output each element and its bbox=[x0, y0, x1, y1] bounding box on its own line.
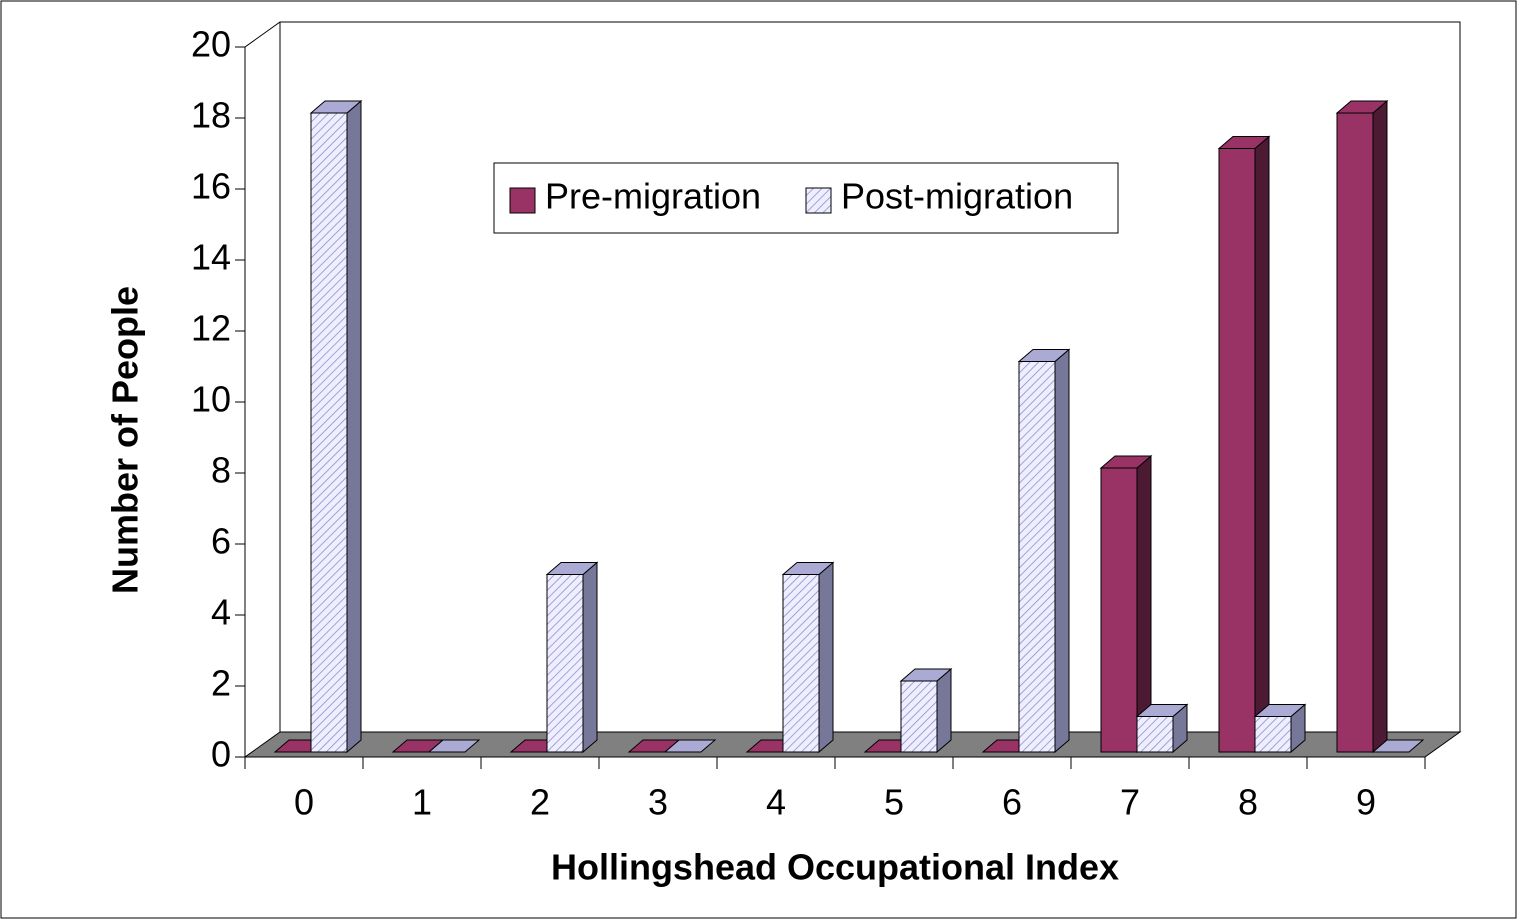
bar bbox=[310, 112, 348, 753]
bar-side bbox=[582, 561, 598, 754]
back-wall bbox=[244, 21, 1461, 732]
y-tick-label: 6 bbox=[211, 521, 231, 562]
bar-top bbox=[1135, 704, 1189, 717]
bar-top bbox=[1253, 704, 1307, 717]
y-tick-label: 4 bbox=[211, 592, 231, 633]
bar-top bbox=[1335, 100, 1389, 114]
legend-swatch bbox=[509, 187, 536, 214]
bar-top bbox=[663, 739, 717, 753]
x-tick-label: 3 bbox=[648, 782, 668, 823]
bar bbox=[1136, 716, 1174, 753]
bar-side bbox=[1254, 135, 1270, 754]
bar-top bbox=[899, 668, 953, 682]
y-axis-title: Number of People bbox=[105, 286, 146, 594]
x-tick-label: 5 bbox=[884, 782, 904, 823]
bar bbox=[1218, 148, 1256, 753]
y-tick-label: 2 bbox=[211, 663, 231, 704]
x-tick-label: 0 bbox=[294, 782, 314, 823]
x-tick-label: 7 bbox=[1120, 782, 1140, 823]
bar-top bbox=[309, 100, 363, 114]
bar-top bbox=[1017, 349, 1071, 362]
y-tick-label: 10 bbox=[191, 379, 231, 420]
legend-label: Pre-migration bbox=[545, 176, 761, 217]
x-axis-title: Hollingshead Occupational Index bbox=[551, 847, 1119, 888]
bar-side bbox=[818, 561, 834, 754]
bar bbox=[1336, 112, 1374, 753]
x-tick-label: 4 bbox=[766, 782, 786, 823]
bar-top bbox=[545, 562, 599, 575]
y-tick-label: 14 bbox=[191, 237, 231, 278]
bar-top bbox=[781, 562, 835, 575]
bar-side bbox=[1054, 348, 1070, 754]
bar-top bbox=[1371, 739, 1425, 753]
bar bbox=[900, 680, 938, 753]
x-tick-label: 6 bbox=[1002, 782, 1022, 823]
y-tick-label: 0 bbox=[211, 734, 231, 775]
bar bbox=[1254, 716, 1292, 753]
x-tick-label: 2 bbox=[530, 782, 550, 823]
legend-swatch bbox=[805, 187, 832, 214]
bar-side bbox=[1372, 99, 1388, 754]
bar-side bbox=[936, 667, 952, 754]
bar-top bbox=[1099, 455, 1153, 469]
x-tick-label: 1 bbox=[412, 782, 432, 823]
bar bbox=[782, 574, 820, 753]
y-tick-label: 12 bbox=[191, 308, 231, 349]
y-tick-label: 8 bbox=[211, 450, 231, 491]
bar-side bbox=[346, 99, 362, 754]
y-tick-label: 20 bbox=[191, 24, 231, 65]
bar-top bbox=[427, 739, 481, 753]
y-tick-label: 16 bbox=[191, 166, 231, 207]
y-tick-label: 18 bbox=[191, 95, 231, 136]
bar bbox=[1018, 361, 1056, 753]
bar-top bbox=[1217, 136, 1271, 149]
x-tick-label: 9 bbox=[1356, 782, 1376, 823]
bar bbox=[1100, 467, 1138, 753]
x-tick-label: 8 bbox=[1238, 782, 1258, 823]
bar bbox=[546, 574, 584, 753]
legend-label: Post-migration bbox=[841, 176, 1073, 217]
